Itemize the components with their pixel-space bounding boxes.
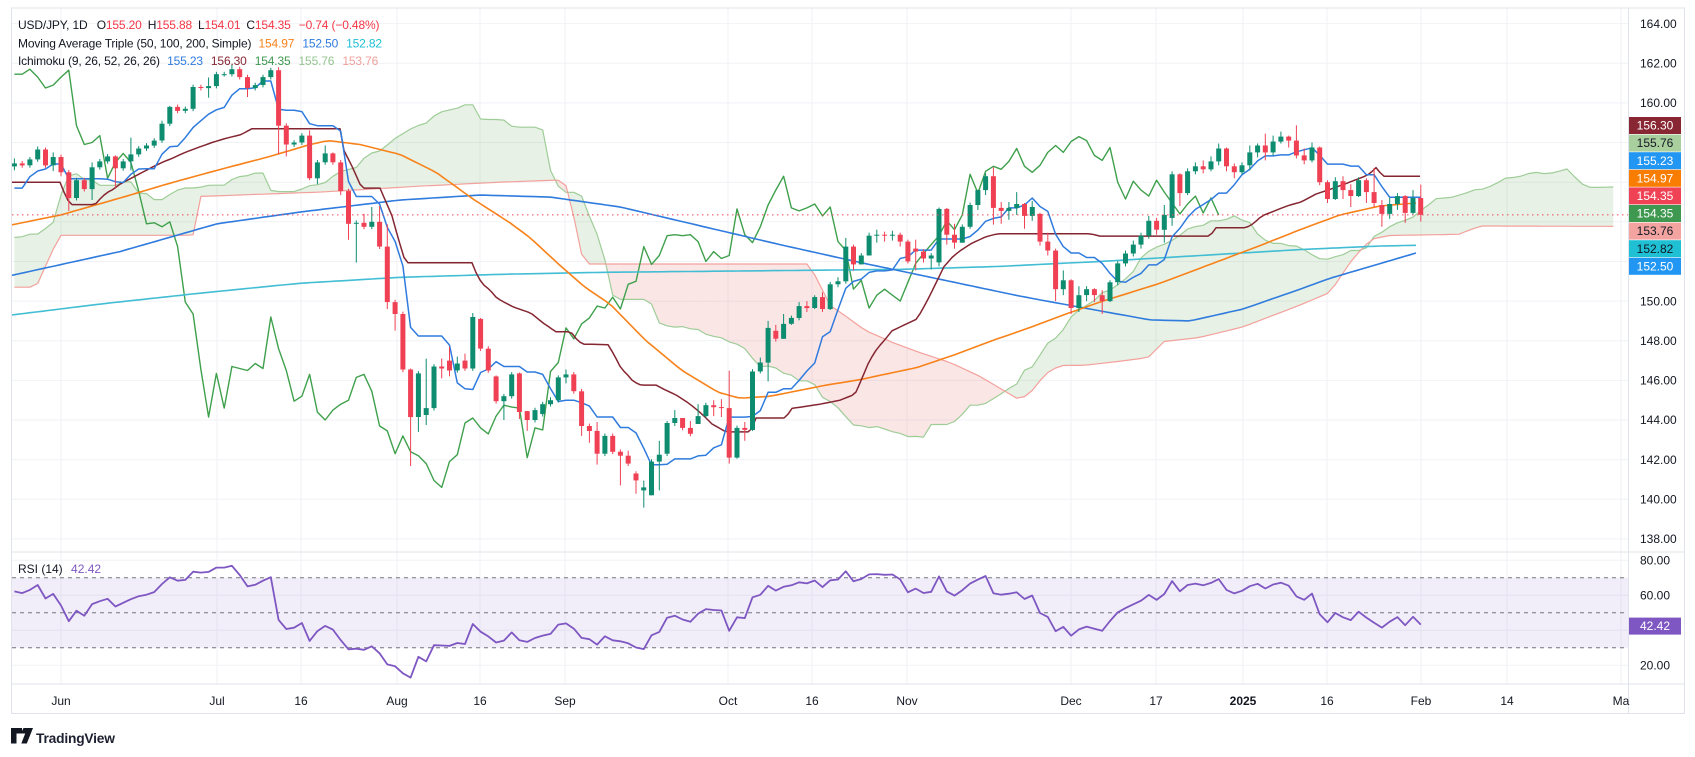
svg-text:138.00: 138.00 <box>1640 532 1677 546</box>
svg-text:Feb: Feb <box>1411 694 1432 708</box>
svg-text:2025: 2025 <box>1230 694 1257 708</box>
svg-text:Aug: Aug <box>386 694 407 708</box>
svg-text:80.00: 80.00 <box>1640 554 1670 568</box>
svg-text:154.35: 154.35 <box>1637 189 1674 203</box>
svg-text:164.00: 164.00 <box>1640 17 1677 31</box>
svg-text:154.35: 154.35 <box>1637 207 1674 221</box>
svg-text:20.00: 20.00 <box>1640 659 1670 673</box>
svg-text:16: 16 <box>473 694 487 708</box>
svg-text:RSI (14) 42.42: RSI (14) 42.42 <box>18 562 101 576</box>
svg-text:152.82: 152.82 <box>1637 242 1674 256</box>
svg-text:42.42: 42.42 <box>1640 619 1670 633</box>
svg-text:155.76: 155.76 <box>1637 136 1674 150</box>
svg-text:152.50: 152.50 <box>1637 259 1674 273</box>
svg-text:Dec: Dec <box>1060 694 1081 708</box>
svg-text:Jul: Jul <box>209 694 224 708</box>
svg-text:154.97: 154.97 <box>1637 171 1674 185</box>
svg-text:142.00: 142.00 <box>1640 453 1677 467</box>
svg-text:Ma: Ma <box>1613 694 1630 708</box>
svg-text:153.76: 153.76 <box>1637 224 1674 238</box>
svg-text:146.00: 146.00 <box>1640 374 1677 388</box>
svg-text:Jun: Jun <box>51 694 70 708</box>
svg-text:Sep: Sep <box>554 694 576 708</box>
svg-text:144.00: 144.00 <box>1640 413 1677 427</box>
svg-text:148.00: 148.00 <box>1640 334 1677 348</box>
svg-text:Ichimoku (9, 26, 52, 26, 26) 1: Ichimoku (9, 26, 52, 26, 26) 155.23 156.3… <box>18 54 379 68</box>
svg-text:150.00: 150.00 <box>1640 294 1677 308</box>
svg-text:60.00: 60.00 <box>1640 589 1670 603</box>
svg-text:16: 16 <box>294 694 308 708</box>
svg-text:14: 14 <box>1500 694 1514 708</box>
svg-text:155.23: 155.23 <box>1637 154 1674 168</box>
svg-text:16: 16 <box>805 694 819 708</box>
svg-text:140.00: 140.00 <box>1640 493 1677 507</box>
svg-text:Nov: Nov <box>896 694 917 708</box>
svg-text:Oct: Oct <box>719 694 738 708</box>
svg-text:160.00: 160.00 <box>1640 96 1677 110</box>
svg-text:16: 16 <box>1320 694 1334 708</box>
svg-text:Moving Average Triple (50, 100: Moving Average Triple (50, 100, 200, Sim… <box>18 37 382 51</box>
svg-text:17: 17 <box>1149 694 1163 708</box>
svg-text:162.00: 162.00 <box>1640 57 1677 71</box>
svg-text:156.30: 156.30 <box>1637 119 1674 133</box>
svg-text:TradingView: TradingView <box>36 731 115 746</box>
